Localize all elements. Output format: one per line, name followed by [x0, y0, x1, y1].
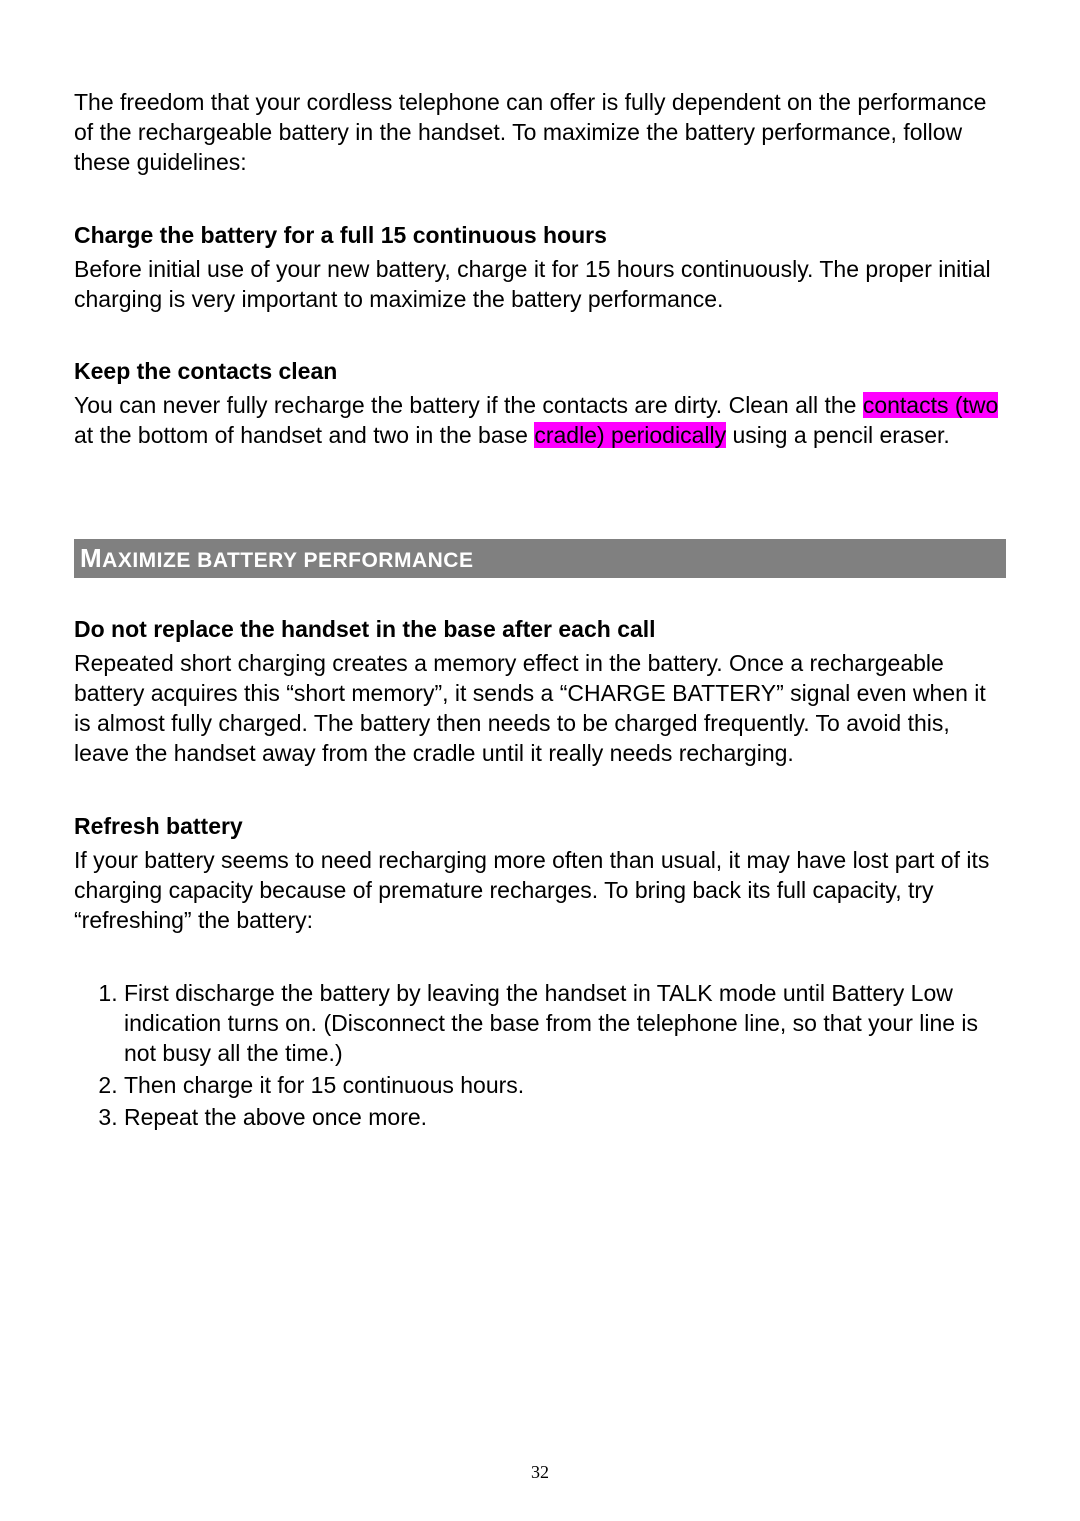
refresh-steps: First discharge the battery by leaving t… [74, 979, 1006, 1132]
banner-large: M [80, 543, 102, 573]
section-heading-noreplace: Do not replace the handset in the base a… [74, 616, 1006, 643]
contacts-mid: at the bottom of handset and two in the … [74, 422, 534, 448]
section-body-noreplace: Repeated short charging creates a memory… [74, 649, 1006, 769]
section-body-charge: Before initial use of your new battery, … [74, 255, 1006, 315]
banner-rest: AXIMIZE BATTERY PERFORMANCE [102, 549, 473, 572]
step-2: Then charge it for 15 continuous hours. [124, 1071, 1006, 1101]
contacts-highlight-1: contacts (two [863, 392, 999, 418]
section-heading-charge: Charge the battery for a full 15 continu… [74, 222, 1006, 249]
page-number: 32 [0, 1462, 1080, 1483]
contacts-highlight-2: cradle) periodically [534, 422, 726, 448]
page-content: The freedom that your cordless telephone… [0, 0, 1080, 1133]
section-body-refresh: If your battery seems to need recharging… [74, 846, 1006, 936]
section-body-contacts: You can never fully recharge the battery… [74, 391, 1006, 451]
section-heading-refresh: Refresh battery [74, 813, 1006, 840]
step-1: First discharge the battery by leaving t… [124, 979, 1006, 1069]
step-3: Repeat the above once more. [124, 1103, 1006, 1133]
section-heading-contacts: Keep the contacts clean [74, 358, 1006, 385]
banner-maximize: MAXIMIZE BATTERY PERFORMANCE [74, 539, 1006, 578]
intro-paragraph: The freedom that your cordless telephone… [74, 88, 1006, 178]
contacts-pre: You can never fully recharge the battery… [74, 392, 863, 418]
contacts-post: using a pencil eraser. [726, 422, 950, 448]
